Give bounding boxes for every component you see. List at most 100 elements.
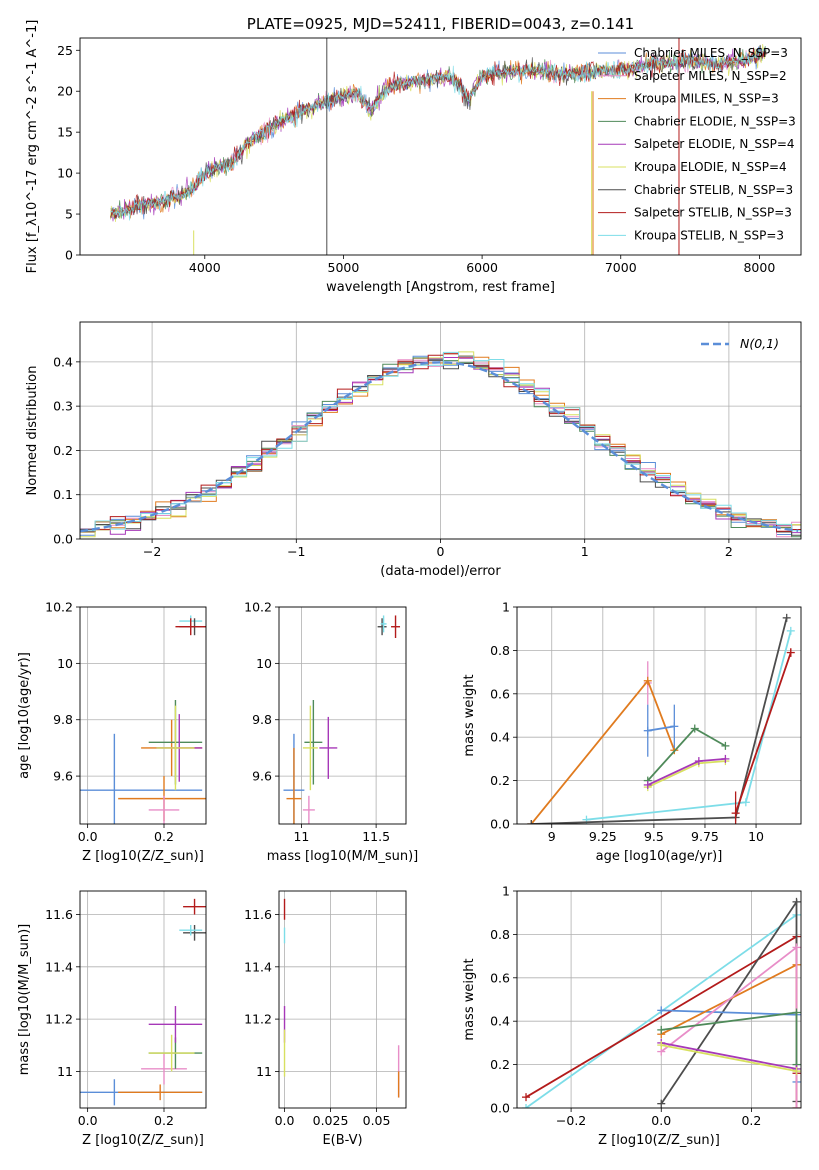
error-point: [319, 716, 338, 779]
y-tick-label: 1: [502, 600, 510, 615]
y-tick-label: 10.2: [244, 600, 272, 615]
y-tick-label: 0.1: [53, 487, 73, 502]
error-point: [156, 705, 195, 791]
y-tick-label: 11.4: [45, 959, 73, 974]
y-axis-label: mass [log10(M/M_sun)]: [17, 924, 32, 1076]
weight-line: [734, 652, 792, 814]
weight-series: [643, 704, 679, 757]
legend-label: Chabrier MILES, N_SSP=3: [634, 46, 788, 60]
weight-line: [647, 725, 675, 732]
y-tick-label: 10: [256, 656, 272, 671]
y-tick-label: 1: [502, 884, 510, 899]
x-tick-label: 0.0: [651, 1113, 671, 1128]
plot-area-age-vs-Z: [80, 615, 206, 824]
x-tick-label: 9.75: [691, 829, 719, 844]
axes-weight-vs-age: 9 9.25 9.5 9.75 10 0.0 0.2 0.4 0.6 0.8 1 age [log10…: [462, 600, 802, 864]
y-axis-label: age [log10(age/yr)]: [17, 652, 32, 779]
error-point: [377, 618, 387, 636]
x-tick-label: 0: [437, 544, 445, 559]
y-tick-label: 11: [57, 1064, 73, 1079]
weight-series: [643, 724, 730, 785]
x-tick-label: 6000: [466, 260, 498, 275]
y-tick-label: 0.2: [490, 773, 510, 788]
weight-series: [657, 1008, 801, 1069]
error-point: [148, 1034, 195, 1072]
axes-frame: [516, 606, 802, 825]
y-tick-label: 0.0: [53, 532, 73, 547]
x-tick-label: 0.025: [313, 1113, 349, 1128]
x-tick-label: 2: [725, 544, 733, 559]
error-point: [380, 615, 387, 633]
error-point: [391, 615, 401, 638]
legend-label: Chabrier ELODIE, N_SSP=3: [634, 114, 796, 128]
error-point: [148, 1006, 203, 1043]
y-axis-label: mass weight: [462, 958, 477, 1040]
y-tick-label: 25: [57, 43, 73, 58]
x-tick-label: 0.05: [363, 1113, 391, 1128]
weight-series: [643, 754, 730, 789]
y-tick-label: 0.0: [490, 817, 510, 832]
axes-frame: [278, 890, 407, 1109]
y-tick-label: 0.4: [490, 730, 510, 745]
y-tick-label: 0.2: [53, 443, 73, 458]
weight-series: [731, 648, 795, 824]
weight-line: [661, 1044, 797, 1072]
histogram-series: [80, 351, 801, 532]
x-tick-label: 1: [581, 544, 589, 559]
axes-spectrum: 4000 5000 6000 7000 8000 0 5 10 15 20 25 wavelength…: [25, 15, 802, 295]
x-tick-label: 11: [293, 829, 309, 844]
legend: N(0,1): [701, 336, 779, 351]
plot-area-spectrum: [110, 38, 767, 255]
x-tick-label: 0.0: [275, 1113, 295, 1128]
y-tick-label: 10: [57, 656, 73, 671]
error-point: [286, 747, 302, 824]
x-tick-label: 7000: [605, 260, 637, 275]
y-tick-label: 9.8: [53, 712, 73, 727]
y-tick-label: 11.6: [244, 907, 272, 922]
axes-residuals: −2 −1 0 1 2 0.0 0.1 0.2 0.3 0.4 (data-model)/error…: [25, 321, 802, 579]
y-tick-label: 0.0: [490, 1101, 510, 1116]
x-axis-label: wavelength [Angstrom, rest frame]: [326, 280, 555, 295]
y-axis-label: mass weight: [462, 674, 477, 756]
x-tick-label: 9.5: [644, 829, 664, 844]
error-point: [148, 795, 180, 824]
error-point: [302, 795, 315, 824]
y-tick-label: 9.8: [252, 712, 272, 727]
weight-line: [661, 1042, 797, 1070]
axes-frame: [79, 606, 207, 825]
chart-title: PLATE=0925, MJD=52411, FIBERID=0043, z=0…: [247, 15, 634, 33]
x-axis-label: Z [log10(Z/Z_sun)]: [82, 849, 204, 864]
axes-mass-vs-ebv: 0.0 0.025 0.05 11 11.2 11.4 11.6 E(B-V): [244, 890, 407, 1148]
plot-area-residuals: [80, 351, 801, 538]
legend-label: Salpeter ELODIE, N_SSP=4: [634, 137, 795, 151]
error-point: [175, 618, 206, 636]
y-tick-label: 11.4: [244, 959, 272, 974]
legend: Chabrier MILES, N_SSP=3 Salpeter MILES, N…: [598, 46, 796, 242]
x-tick-label: 9.25: [589, 829, 617, 844]
plot-area-weight-vs-age: [527, 613, 795, 824]
axes-mass-vs-Z: 0.0 0.2 11 11.2 11.4 11.6 Z [log10(Z/Z_sun)] ma…: [17, 890, 207, 1148]
error-point: [141, 1053, 187, 1085]
y-tick-label: 11.2: [244, 1012, 272, 1027]
axes-age-vs-mass: 11 11.5 9.6 9.8 10 10.2 mass [log10(M/M_sun)]: [244, 600, 418, 865]
error-point: [80, 733, 203, 824]
x-tick-label: −1: [287, 544, 305, 559]
x-tick-label: −0.2: [556, 1113, 586, 1128]
legend-label: Kroupa MILES, N_SSP=3: [634, 92, 779, 106]
x-axis-label: E(B-V): [322, 1133, 362, 1148]
error-point: [302, 705, 318, 791]
legend-label: Chabrier STELIB, N_SSP=3: [634, 183, 793, 197]
y-tick-label: 11.2: [45, 1012, 73, 1027]
plot-area-weight-vs-Z: [522, 897, 801, 1108]
error-point: [183, 924, 206, 941]
error-point: [183, 898, 206, 915]
x-tick-label: 0.2: [154, 829, 174, 844]
spectrum-line: [110, 46, 767, 221]
y-tick-label: 0.4: [490, 1014, 510, 1029]
legend-label: Salpeter MILES, N_SSP=2: [634, 69, 787, 83]
axes-weight-vs-Z: −0.2 0.0 0.2 0.0 0.2 0.4 0.6 0.8 1 Z [log10(Z/Z_s…: [462, 884, 802, 1148]
y-tick-label: 10.2: [45, 600, 73, 615]
x-tick-label: 9: [548, 829, 556, 844]
x-tick-label: 0.0: [78, 829, 98, 844]
y-tick-label: 10: [57, 166, 73, 181]
